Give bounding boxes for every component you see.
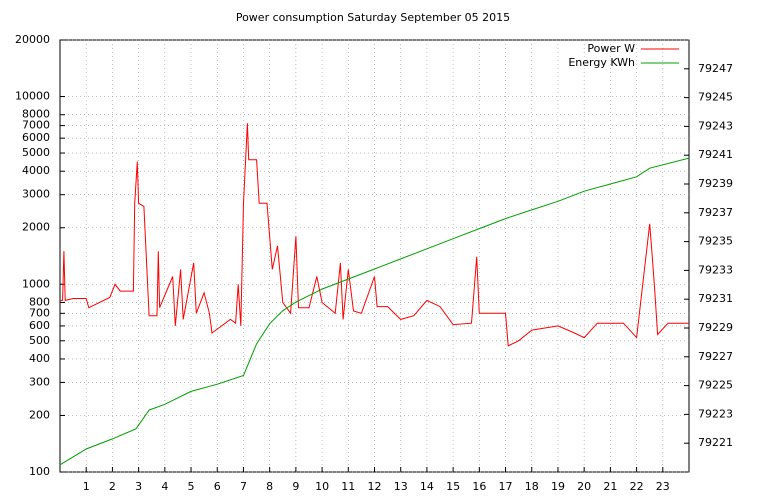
y2-tick-label: 79231 [698,292,733,305]
y-tick-label: 6000 [22,131,50,144]
x-tick-label: 1 [83,480,90,493]
y2-tick-label: 79227 [698,350,733,363]
x-tick-label: 13 [394,480,408,493]
y-tick-label: 3000 [22,188,50,201]
series-line [59,157,690,466]
y2-tick-label: 79245 [698,91,733,104]
y-tick-label: 8000 [22,108,50,121]
legend-label: Power W [587,42,635,55]
y2-tick-label: 79223 [698,407,733,420]
series-line [60,123,689,347]
y2-tick-label: 79233 [698,263,733,276]
y2-tick-label: 79225 [698,379,733,392]
y2-tick-label: 79235 [698,235,733,248]
y-tick-label: 10000 [15,90,50,103]
y-tick-label: 2000 [22,221,50,234]
y-tick-label: 800 [29,295,50,308]
x-tick-label: 22 [630,480,644,493]
y-tick-label: 300 [29,375,50,388]
y-tick-label: 700 [29,306,50,319]
y-tick-label: 600 [29,319,50,332]
y2-tick-label: 79243 [698,119,733,132]
x-tick-label: 4 [161,480,168,493]
x-tick-label: 11 [341,480,355,493]
y-tick-label: 100 [29,465,50,478]
y-tick-label: 1000 [22,277,50,290]
y2-tick-label: 79247 [698,62,733,75]
y-tick-label: 500 [29,334,50,347]
x-tick-label: 18 [525,480,539,493]
x-tick-label: 7 [240,480,247,493]
legend-label: Energy KWh [568,56,635,69]
x-tick-label: 19 [551,480,565,493]
y2-tick-label: 79229 [698,321,733,334]
x-tick-label: 20 [577,480,591,493]
x-tick-label: 8 [266,480,273,493]
y-tick-label: 400 [29,352,50,365]
x-tick-label: 3 [135,480,142,493]
x-tick-label: 17 [499,480,513,493]
y-tick-label: 4000 [22,164,50,177]
y-tick-label: 200 [29,408,50,421]
x-tick-label: 9 [292,480,299,493]
x-tick-label: 5 [188,480,195,493]
x-tick-label: 6 [214,480,221,493]
x-tick-label: 2 [109,480,116,493]
x-tick-label: 21 [603,480,617,493]
chart-title: Power consumption Saturday September 05 … [236,11,510,24]
y-tick-label: 5000 [22,146,50,159]
y-tick-label: 7000 [22,119,50,132]
y2-tick-label: 79239 [698,177,733,190]
y2-tick-label: 79221 [698,436,733,449]
y-tick-label: 20000 [15,33,50,46]
x-tick-label: 14 [420,480,434,493]
x-tick-label: 16 [472,480,486,493]
y2-tick-label: 79237 [698,206,733,219]
y2-tick-label: 79241 [698,148,733,161]
x-tick-label: 12 [368,480,382,493]
x-tick-label: 15 [446,480,460,493]
x-tick-label: 23 [656,480,670,493]
x-tick-label: 10 [315,480,329,493]
